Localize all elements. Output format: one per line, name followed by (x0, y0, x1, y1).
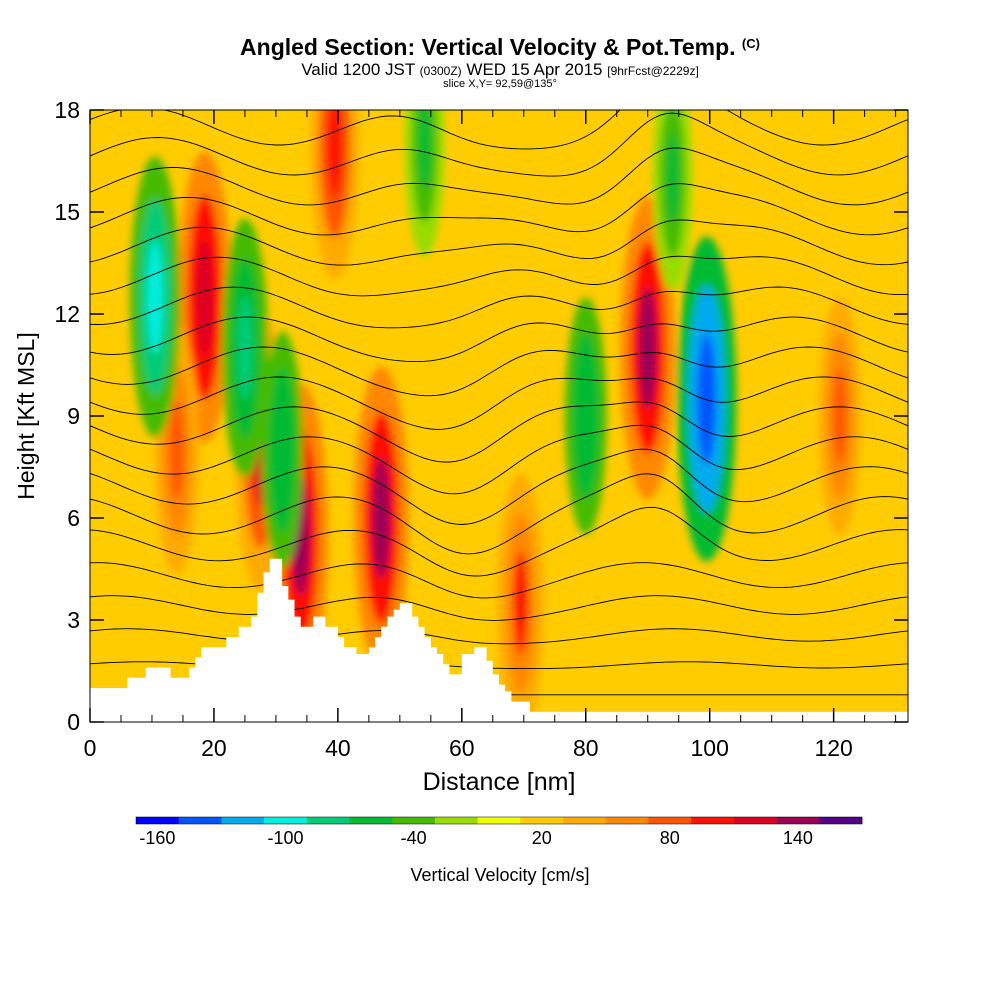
y-tick-label: 18 (54, 97, 80, 123)
velocity-field (90, 110, 908, 722)
pot-temp-contour (90, 255, 908, 297)
downdraft-core (579, 368, 593, 464)
y-tick-label: 15 (54, 199, 80, 225)
colorbar-label: Vertical Velocity [cm/s] (410, 865, 589, 885)
updraft-core (327, 110, 343, 198)
pot-temp-contour (90, 562, 908, 599)
colorbar-tick-label: 140 (783, 828, 813, 848)
plot-area (90, 110, 908, 722)
x-tick-label: 60 (449, 735, 475, 761)
colorbar-swatch (819, 817, 863, 824)
pot-temp-contour (90, 401, 908, 463)
pot-temp-contour (90, 473, 908, 555)
downdraft-core (237, 296, 253, 400)
downdraft-core (275, 402, 289, 498)
colorbar-swatch (563, 817, 607, 824)
y-tick-label: 9 (67, 403, 80, 429)
x-tick-label: 100 (691, 735, 729, 761)
pot-temp-contour (90, 448, 908, 525)
chart-title-unit: (C) (741, 36, 760, 51)
colorbar-swatch (264, 817, 308, 824)
colorbar-swatch (221, 817, 265, 824)
chart-slice-info: slice X,Y= 92,59@135° (443, 78, 557, 90)
colorbar-tick-label: -40 (401, 828, 427, 848)
colorbar-swatch (477, 817, 521, 824)
colorbar-swatch (648, 817, 692, 824)
pot-temp-contour (90, 286, 908, 329)
y-tick-label: 3 (67, 607, 80, 633)
colorbar-tick-label: -100 (267, 828, 303, 848)
chart-title-text: Angled Section: Vertical Velocity & Pot.… (240, 34, 736, 60)
colorbar-swatch (691, 817, 735, 824)
colorbar-swatch (136, 817, 180, 824)
axis-ticks: 0 20 40 60 80 100 120 0 3 6 9 12 15 18 (54, 97, 908, 761)
colorbar-swatch (733, 817, 777, 824)
colorbar-swatch (520, 817, 564, 824)
downdraft-core (147, 240, 164, 354)
updraft-core (638, 287, 657, 409)
y-tick-label: 12 (54, 301, 80, 327)
pot-temp-contour (90, 595, 908, 621)
chart-title: Angled Section: Vertical Velocity & Pot.… (0, 34, 1000, 61)
colorbar-swatch (776, 817, 820, 824)
x-tick-label: 40 (325, 735, 351, 761)
downdraft-core (697, 334, 717, 464)
updraft-core (372, 457, 391, 579)
pot-temp-contour (90, 424, 908, 495)
valid-zulu: (0300Z) (419, 64, 462, 78)
pot-temp-contour (90, 506, 908, 577)
colorbar-swatch (434, 817, 478, 824)
x-tick-label: 0 (84, 735, 97, 761)
colorbar-tick-label: 80 (660, 828, 680, 848)
pot-temp-contour (90, 376, 908, 430)
colorbar-swatch (349, 817, 393, 824)
pot-temp-contour (90, 316, 908, 363)
pot-temp-contour (90, 219, 908, 266)
pot-temp-contour (90, 346, 908, 397)
updraft-core (196, 238, 214, 356)
colorbar-swatch (306, 817, 350, 824)
x-tick-label: 80 (573, 735, 599, 761)
terrain-mask (90, 558, 908, 722)
x-tick-label: 20 (201, 735, 227, 761)
updraft-core (513, 551, 529, 655)
velocity-cells (129, 110, 861, 722)
chart-valid-time: Valid 1200 JST (0300Z) WED 15 Apr 2015 [… (0, 60, 1000, 80)
pot-temp-contour (90, 110, 908, 150)
y-tick-label: 6 (67, 505, 80, 531)
valid-date: WED 15 Apr 2015 (466, 60, 603, 79)
colorbar-swatch (178, 817, 222, 824)
downdraft-core (666, 132, 679, 224)
y-tick-label: 0 (67, 709, 80, 735)
pot-temp-contour (90, 183, 908, 236)
forecast-info: [9hrFcst@2229z] (607, 64, 699, 78)
x-tick-label: 120 (814, 735, 852, 761)
downdraft-core (418, 110, 431, 190)
pot-temp-contour (90, 147, 908, 206)
pot-temp-contour (90, 112, 908, 177)
colorbar: -160 -100 -40 20 80 140 (135, 816, 863, 848)
colorbar-swatch (605, 817, 649, 824)
valid-prefix: Valid 1200 JST (301, 60, 415, 79)
x-axis-label: Distance [nm] (423, 768, 576, 796)
updraft-core (169, 400, 184, 500)
colorbar-swatch (392, 817, 436, 824)
colorbar-tick-label: -160 (139, 828, 175, 848)
y-axis-label: Height [Kft MSL] (13, 332, 39, 499)
colorbar-frame (135, 816, 863, 825)
colorbar-tick-label: 20 (532, 828, 552, 848)
updraft-core (833, 368, 847, 464)
